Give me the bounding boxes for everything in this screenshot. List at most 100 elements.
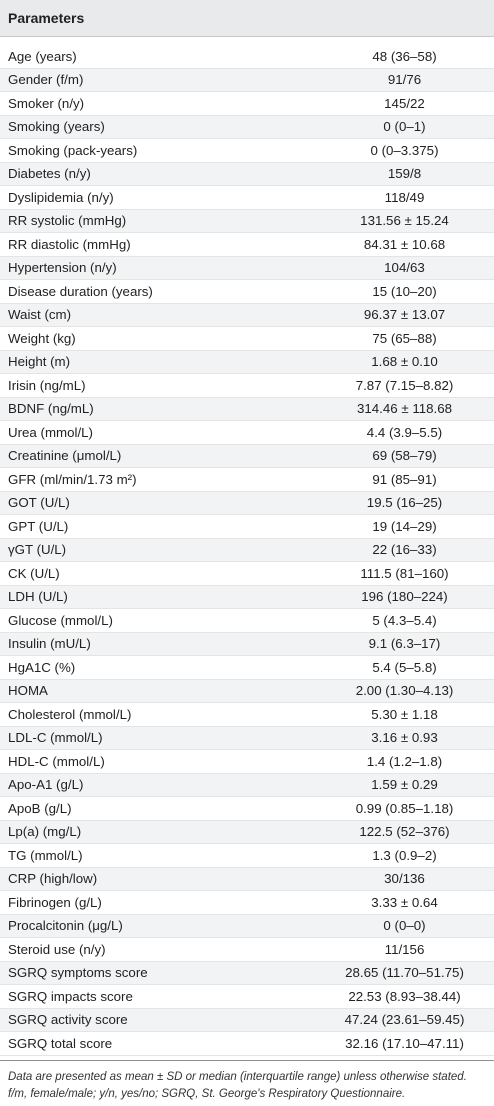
row-parameter: Smoking (pack-years) xyxy=(8,142,138,158)
row-parameter: Diabetes (n/y) xyxy=(8,166,91,182)
row-parameter: SGRQ activity score xyxy=(8,1012,128,1028)
row-parameter: LDH (U/L) xyxy=(8,589,68,605)
row-value: 9.1 (6.3–17) xyxy=(368,636,441,652)
row-value: 48 (36–58) xyxy=(372,48,437,64)
table-row: Glucose (mmol/L) 5 (4.3–5.4) xyxy=(0,609,494,633)
row-parameter: Weight (kg) xyxy=(8,330,76,346)
table-row: Insulin (mU/L) 9.1 (6.3–17) xyxy=(0,632,494,656)
row-value: 196 (180–224) xyxy=(361,589,448,605)
row-parameter: SGRQ total score xyxy=(8,1035,113,1051)
table-row: CK (U/L) 111.5 (81–160) xyxy=(0,562,494,586)
table-row: LDL-C (mmol/L) 3.16 ± 0.93 xyxy=(0,726,494,750)
table-row: GPT (U/L) 19 (14–29) xyxy=(0,515,494,539)
table-footnote: Data are presented as mean ± SD or media… xyxy=(0,1061,494,1103)
row-value: 7.87 (7.15–8.82) xyxy=(355,377,454,393)
row-parameter: Creatinine (μmol/L) xyxy=(8,448,122,464)
row-value: 1.68 ± 0.10 xyxy=(371,354,438,370)
table-row: HDL-C (mmol/L) 1.4 (1.2–1.8) xyxy=(0,750,494,774)
row-value: 91/76 xyxy=(387,72,422,88)
table-row: SGRQ symptoms score 28.65 (11.70–51.75) xyxy=(0,961,494,985)
row-value: 2.00 (1.30–4.13) xyxy=(355,683,454,699)
row-parameter: Hypertension (n/y) xyxy=(8,260,117,276)
row-value: 75 (65–88) xyxy=(372,330,437,346)
row-value: 69 (58–79) xyxy=(372,448,437,464)
table-row: LDH (U/L) 196 (180–224) xyxy=(0,585,494,609)
row-value: 131.56 ± 15.24 xyxy=(360,213,449,229)
row-value: 145/22 xyxy=(384,95,425,111)
row-value: 11/156 xyxy=(384,941,425,957)
table-row: CRP (high/low) 30/136 xyxy=(0,867,494,891)
table-row: GOT (U/L) 19.5 (16–25) xyxy=(0,491,494,515)
table-row: Cholesterol (mmol/L) 5.30 ± 1.18 xyxy=(0,703,494,727)
row-value: 104/63 xyxy=(384,260,425,276)
row-value: 1.4 (1.2–1.8) xyxy=(366,753,443,769)
table-bottom-rule xyxy=(0,1059,494,1061)
footnote-line-2: f/m, female/male; y/n, yes/no; SGRQ, St.… xyxy=(8,1087,406,1100)
table-row: SGRQ impacts score 22.53 (8.93–38.44) xyxy=(0,985,494,1009)
table-row: RR diastolic (mmHg) 84.31 ± 10.68 xyxy=(0,233,494,257)
table-row: Diabetes (n/y) 159/8 xyxy=(0,162,494,186)
header-parameters: Parameters xyxy=(8,10,85,26)
table-row: Smoking (pack-years) 0 (0–3.375) xyxy=(0,139,494,163)
row-value: 19 (14–29) xyxy=(372,518,437,534)
row-parameter: Gender (f/m) xyxy=(8,72,84,88)
table-row: Gender (f/m) 91/76 xyxy=(0,68,494,92)
row-value: 84.31 ± 10.68 xyxy=(363,236,446,252)
row-value: 159/8 xyxy=(387,166,422,182)
table-row: Height (m) 1.68 ± 0.10 xyxy=(0,350,494,374)
table-row: Waist (cm) 96.37 ± 13.07 xyxy=(0,303,494,327)
row-value: 118/49 xyxy=(384,189,425,205)
row-value: 3.33 ± 0.64 xyxy=(371,894,438,910)
row-parameter: Cholesterol (mmol/L) xyxy=(8,706,132,722)
row-parameter: HOMA xyxy=(8,683,48,699)
table-row: Irisin (ng/mL) 7.87 (7.15–8.82) xyxy=(0,374,494,398)
row-value: 111.5 (81–160) xyxy=(360,565,449,581)
row-parameter: Smoking (years) xyxy=(8,119,105,135)
row-parameter: BDNF (ng/mL) xyxy=(8,401,94,417)
row-value: 3.16 ± 0.93 xyxy=(371,730,438,746)
row-value: 91 (85–91) xyxy=(372,471,437,487)
table-row: HOMA 2.00 (1.30–4.13) xyxy=(0,679,494,703)
row-parameter: Fibrinogen (g/L) xyxy=(8,894,102,910)
table-row: Procalcitonin (μg/L) 0 (0–0) xyxy=(0,914,494,938)
row-parameter: GPT (U/L) xyxy=(8,518,69,534)
row-value: 0.99 (0.85–1.18) xyxy=(355,800,454,816)
row-value: 0 (0–0) xyxy=(383,918,426,934)
row-parameter: Lp(a) (mg/L) xyxy=(8,824,82,840)
row-value: 314.46 ± 118.68 xyxy=(356,401,453,417)
row-parameter: Irisin (ng/mL) xyxy=(8,377,86,393)
row-parameter: γGT (U/L) xyxy=(8,542,67,558)
table-row: Urea (mmol/L) 4.4 (3.9–5.5) xyxy=(0,421,494,445)
table-row: Apo-A1 (g/L) 1.59 ± 0.29 xyxy=(0,773,494,797)
row-parameter: Disease duration (years) xyxy=(8,283,153,299)
row-value: 15 (10–20) xyxy=(372,283,437,299)
row-parameter: ApoB (g/L) xyxy=(8,800,72,816)
row-parameter: GFR (ml/min/1.73 m²) xyxy=(8,471,137,487)
table-row: HgA1C (%) 5.4 (5–5.8) xyxy=(0,656,494,680)
row-parameter: Height (m) xyxy=(8,354,71,370)
row-parameter: Waist (cm) xyxy=(8,307,72,323)
table-row: Weight (kg) 75 (65–88) xyxy=(0,327,494,351)
table-row: Hypertension (n/y) 104/63 xyxy=(0,256,494,280)
row-value: 5.4 (5–5.8) xyxy=(372,659,437,675)
row-value: 32.16 (17.10–47.11) xyxy=(345,1035,464,1051)
row-value: 22 (16–33) xyxy=(372,542,437,558)
row-value: 5.30 ± 1.18 xyxy=(371,706,438,722)
table-row: TG (mmol/L) 1.3 (0.9–2) xyxy=(0,844,494,868)
row-parameter: Procalcitonin (μg/L) xyxy=(8,918,123,934)
row-parameter: LDL-C (mmol/L) xyxy=(8,730,103,746)
row-parameter: TG (mmol/L) xyxy=(8,847,83,863)
table-row: γGT (U/L) 22 (16–33) xyxy=(0,538,494,562)
row-value: 22.53 (8.93–38.44) xyxy=(348,988,461,1004)
table-row: RR systolic (mmHg) 131.56 ± 15.24 xyxy=(0,209,494,233)
table-row: Fibrinogen (g/L) 3.33 ± 0.64 xyxy=(0,891,494,915)
row-parameter: Smoker (n/y) xyxy=(8,95,85,111)
row-parameter: Dyslipidemia (n/y) xyxy=(8,189,114,205)
row-value: 47.24 (23.61–59.45) xyxy=(344,1012,465,1028)
row-value: 5 (4.3–5.4) xyxy=(372,612,437,628)
row-value: 19.5 (16–25) xyxy=(366,495,443,511)
table-body: Age (years) 48 (36–58) Gender (f/m) 91/76 Sm… xyxy=(0,45,494,1056)
table-row: Age (years) 48 (36–58) xyxy=(0,45,494,69)
row-parameter: CRP (high/low) xyxy=(8,871,98,887)
